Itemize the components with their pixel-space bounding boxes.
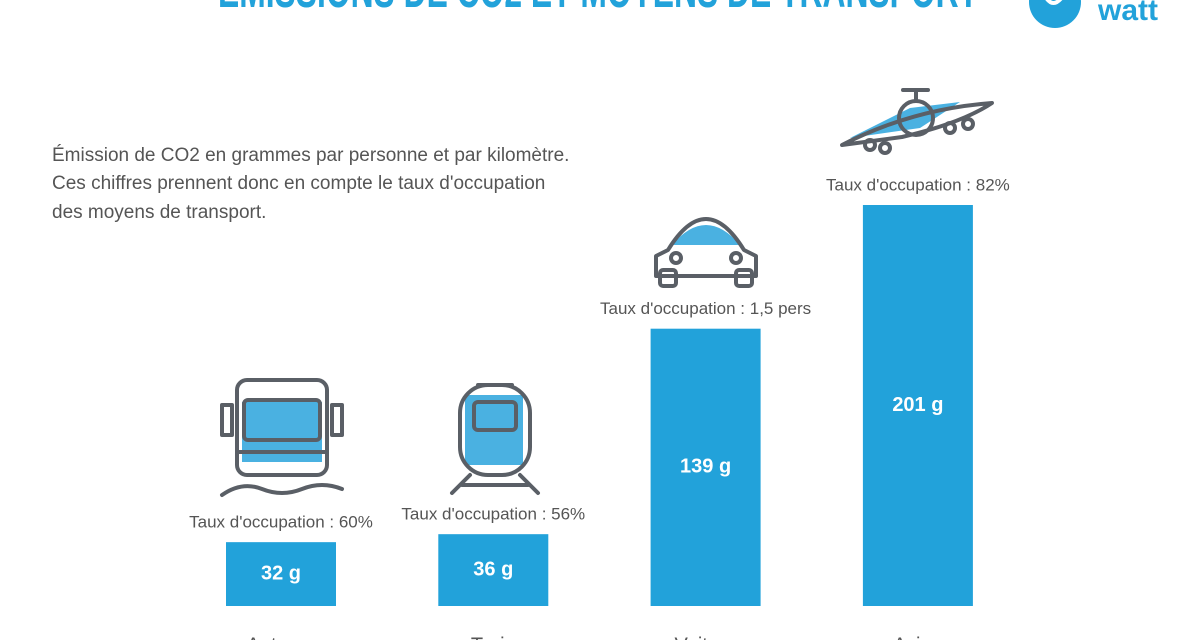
plane-icon bbox=[840, 88, 994, 155]
value-label: 201 g bbox=[892, 394, 943, 416]
logo-text: watt bbox=[1097, 0, 1158, 27]
bus-icon bbox=[220, 378, 344, 497]
chart-title: ÉMISSIONS DE CO2 ET MOYENS DE TRANSPORT bbox=[218, 0, 978, 18]
x-tick-label: Train bbox=[471, 634, 516, 640]
subtitle: Ces chiffres prennent donc en compte le … bbox=[52, 173, 545, 194]
bar bbox=[226, 542, 336, 606]
bar bbox=[862, 205, 973, 606]
logo-bulb bbox=[1045, 0, 1063, 5]
train-icon bbox=[450, 383, 540, 495]
annotation: Taux d'occupation : 56% bbox=[401, 505, 585, 524]
annotation: Taux d'occupation : 60% bbox=[189, 513, 373, 532]
subtitle: Émission de CO2 en grammes par personne … bbox=[52, 145, 569, 166]
x-tick-label: Autocar bbox=[247, 634, 316, 640]
value-label: 36 g bbox=[473, 558, 513, 580]
annotation: Taux d'occupation : 1,5 pers bbox=[600, 299, 811, 318]
car-icon bbox=[654, 217, 758, 288]
annotation: Taux d'occupation : 82% bbox=[826, 175, 1010, 194]
logo-mark bbox=[1029, 0, 1081, 28]
bar bbox=[438, 534, 549, 606]
logo: watt bbox=[1029, 0, 1158, 28]
bar bbox=[650, 328, 761, 606]
subtitle: des moyens de transport. bbox=[52, 202, 266, 223]
x-tick-label: Voiture bbox=[674, 634, 736, 640]
value-label: 139 g bbox=[680, 456, 731, 478]
x-tick-label: Avion bbox=[893, 634, 943, 640]
value-label: 32 g bbox=[261, 562, 301, 584]
